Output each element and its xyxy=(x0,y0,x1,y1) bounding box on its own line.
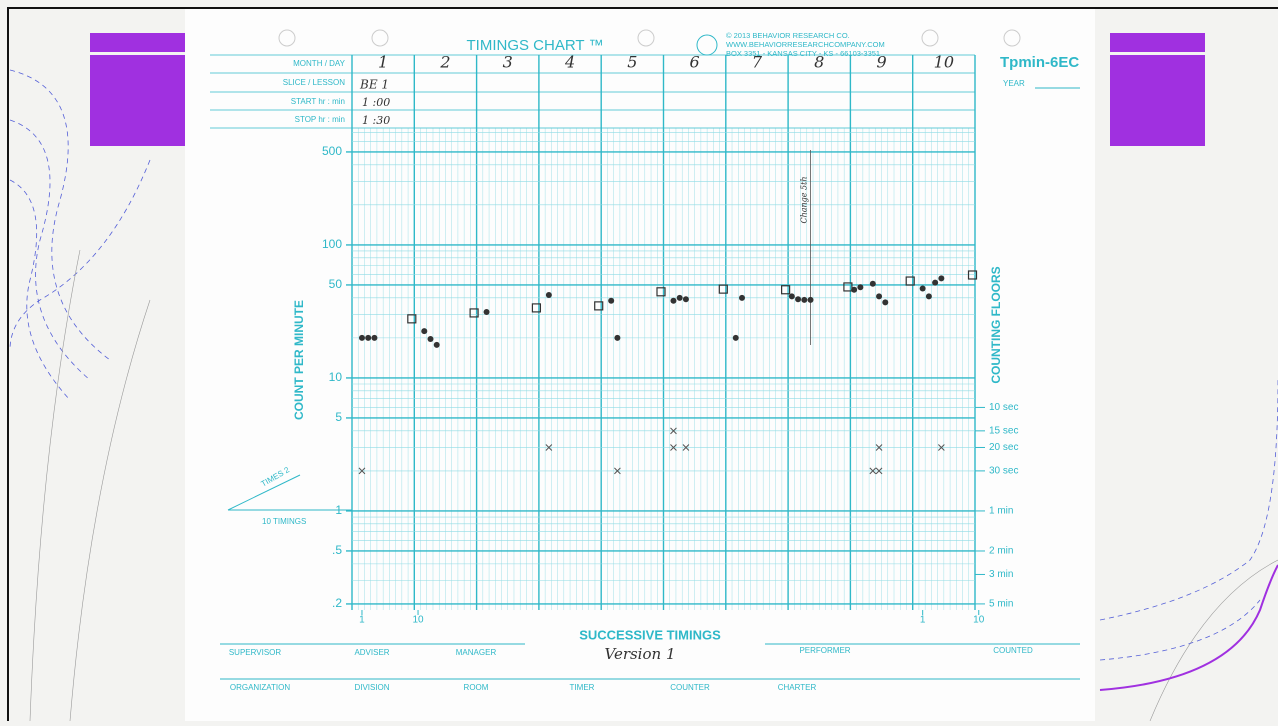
data-point xyxy=(359,335,365,341)
data-point xyxy=(870,281,876,287)
field-label: COUNTER xyxy=(670,683,710,692)
data-point xyxy=(801,297,807,303)
field-label: TIMER xyxy=(570,683,595,692)
data-point xyxy=(670,298,676,304)
data-point xyxy=(932,280,938,286)
y2-tick-label: 20 sec xyxy=(989,442,1018,453)
field-label: PERFORMER xyxy=(799,646,850,655)
field-label: ORGANIZATION xyxy=(230,683,291,692)
field-label: ADVISER xyxy=(354,648,389,657)
data-point xyxy=(677,295,683,301)
purple-bar xyxy=(90,33,185,52)
data-point xyxy=(683,296,689,302)
x-tick-label: 10 xyxy=(973,615,985,626)
y-axis-label: COUNT PER MINUTE xyxy=(292,300,306,420)
field-label: SUPERVISOR xyxy=(229,648,282,657)
y-tick-label: 1 xyxy=(335,503,342,517)
y2-tick-label: 3 min xyxy=(989,569,1013,580)
day-number: 9 xyxy=(876,53,886,72)
slide: TIMINGS CHART ™ © 2013 BEHAVIOR RESEARCH… xyxy=(0,0,1278,721)
day-number: 3 xyxy=(503,53,513,72)
field-label: MANAGER xyxy=(456,648,497,657)
annotation: Change 5th xyxy=(800,176,809,223)
field-label: ROOM xyxy=(464,683,489,692)
y-tick-label: 5 xyxy=(335,410,342,424)
field-label: DIVISION xyxy=(354,683,389,692)
copyright: WWW.BEHAVIORRESEARCHCOMPANY.COM xyxy=(726,40,885,49)
y2-tick-label: 1 min xyxy=(989,506,1013,517)
day-number: 7 xyxy=(752,53,763,72)
data-point xyxy=(876,293,882,299)
year-label: YEAR xyxy=(1003,79,1025,88)
field-label: CHARTER xyxy=(778,683,817,692)
data-point xyxy=(546,292,552,298)
chart-title: TIMINGS CHART ™ xyxy=(467,37,604,54)
data-point xyxy=(614,335,620,341)
x-axis-label: SUCCESSIVE TIMINGS xyxy=(579,627,721,642)
data-point xyxy=(427,336,433,342)
data-point xyxy=(857,284,863,290)
data-point xyxy=(920,286,926,292)
purple-block xyxy=(90,55,185,146)
field-label: COUNTED xyxy=(993,646,1033,655)
y2-tick-label: 15 sec xyxy=(989,425,1018,436)
copyright: © 2013 BEHAVIOR RESEARCH CO. xyxy=(726,31,850,40)
page: TIMINGS CHART ™ © 2013 BEHAVIOR RESEARCH… xyxy=(0,0,1278,721)
y2-tick-label: 10 sec xyxy=(989,402,1018,413)
lesson: BE 1 xyxy=(359,78,389,92)
purple-bar xyxy=(1110,33,1205,52)
y-tick-label: 100 xyxy=(322,237,342,251)
data-point xyxy=(733,335,739,341)
y-tick-label: .2 xyxy=(332,596,342,610)
day-number: 1 xyxy=(378,53,388,72)
x-tick-label: 1 xyxy=(920,615,926,626)
row-label: MONTH / DAY xyxy=(293,59,346,68)
data-point xyxy=(421,328,427,334)
x-tick-label: 10 xyxy=(412,615,424,626)
data-point xyxy=(484,309,490,315)
purple-block xyxy=(1110,55,1205,146)
y2-tick-label: 2 min xyxy=(989,546,1013,557)
data-point xyxy=(608,298,614,304)
version: Version 1 xyxy=(604,645,675,663)
x-tick-label: 1 xyxy=(359,615,365,626)
day-number: 2 xyxy=(439,53,450,72)
data-point xyxy=(365,335,371,341)
row-label: START hr : min xyxy=(291,97,345,106)
chart-code: Tpmin-6EC xyxy=(1000,54,1079,71)
data-point xyxy=(795,296,801,302)
data-point xyxy=(808,297,814,303)
data-point xyxy=(434,342,440,348)
day-number: 6 xyxy=(690,53,700,72)
data-point xyxy=(938,275,944,281)
day-number: 8 xyxy=(814,53,824,72)
data-point xyxy=(739,295,745,301)
y2-axis-label: COUNTING FLOORS xyxy=(989,266,1003,383)
y-tick-label: 50 xyxy=(329,277,343,291)
day-number: 4 xyxy=(564,53,575,72)
y-tick-label: 500 xyxy=(322,144,342,158)
y2-tick-label: 5 min xyxy=(989,599,1013,610)
day-number: 5 xyxy=(627,53,637,72)
stop-time: 1 :30 xyxy=(362,114,390,127)
row-label: STOP hr : min xyxy=(295,115,345,124)
y2-tick-label: 30 sec xyxy=(989,466,1018,477)
row-label: SLICE / LESSON xyxy=(283,78,345,87)
day-number: 10 xyxy=(934,53,954,72)
start-time: 1 :00 xyxy=(362,96,390,109)
data-point xyxy=(882,299,888,305)
data-point xyxy=(371,335,377,341)
data-point xyxy=(926,293,932,299)
copyright: BOX 3351 - KANSAS CITY - KS - 66103-3351 xyxy=(726,49,880,58)
timings-label: 10 TIMINGS xyxy=(262,517,306,526)
y-tick-label: 10 xyxy=(329,370,343,384)
y-tick-label: .5 xyxy=(332,543,342,557)
